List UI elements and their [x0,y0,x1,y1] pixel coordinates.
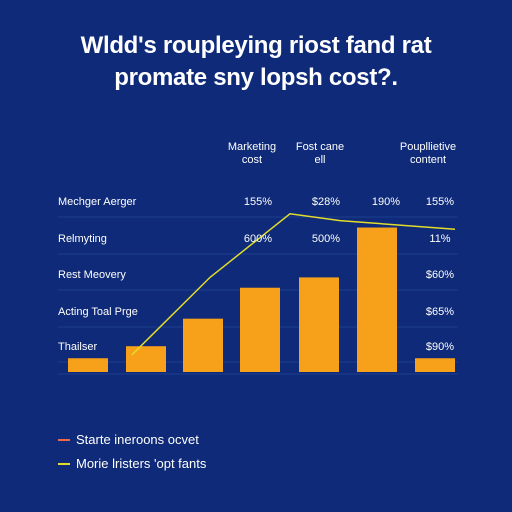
bar-3 [183,318,223,372]
bar-5 [299,277,339,372]
row-label-5: Thailser [58,341,97,353]
row-label-2: Relmyting [58,233,107,245]
cell-r1-c1: 155% [244,196,272,208]
cell-r2-c1: 600% [244,233,272,245]
row-label-1: Mechger Aerger [58,196,137,208]
legend-item-1: Starte ineroons ocvet [58,428,206,452]
cell-r4-c4: $65% [426,306,454,318]
bar-7 [415,358,455,372]
cell-r1-c2: $28% [312,196,340,208]
chart-title-line-1: Wldd's roupleying riost fand rat [80,32,432,59]
column-header-2-line-2: ell [314,154,325,166]
cell-r5-c4: $90% [426,341,454,353]
row-label-4: Acting Toal Prge [58,306,138,318]
chart-title-line-2: promate sny lopsh cost?. [114,64,398,91]
column-header-2-line-1: Fost cane [296,141,344,153]
line-layer [131,212,456,356]
legend: Starte ineroons ocvet Morie lristers 'op… [58,428,206,476]
bar-2 [126,346,166,372]
cell-r3-c4: $60% [426,269,454,281]
cell-r1-c3: 190% [372,196,400,208]
bar-6 [357,227,397,372]
column-header-1-line-2: cost [242,154,262,166]
column-header-4-line-1: Poupllietive [400,141,456,153]
bar-layer [68,227,455,372]
chart-title: Wldd's roupleying riost fand rat promate… [0,30,512,94]
bar-1 [68,358,108,372]
row-label-3: Rest Meovery [58,269,126,281]
column-header-1-line-1: Marketing [228,141,276,153]
trend-line [131,212,456,356]
cell-r2-c4: 11% [429,233,450,245]
legend-item-2: Morie lristers 'opt fants [58,452,206,476]
legend-swatch-2 [58,463,70,465]
cell-r2-c2: 500% [312,233,340,245]
cell-r1-c4: 155% [426,196,454,208]
legend-label-2: Morie lristers 'opt fants [76,456,207,471]
column-header-4-line-2: content [410,154,446,166]
legend-label-1: Starte ineroons ocvet [76,432,199,447]
legend-swatch-1 [58,439,70,441]
bar-4 [240,287,280,372]
